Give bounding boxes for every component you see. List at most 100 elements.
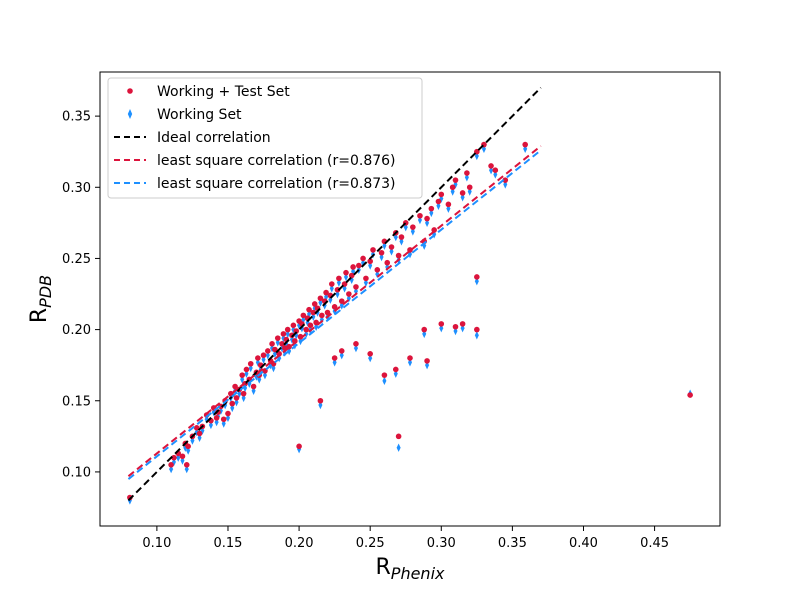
working-test-point [328, 281, 335, 287]
working-set-point [382, 376, 387, 386]
working-set-point [474, 331, 479, 340]
working-test-point [307, 322, 314, 329]
legend-label-ideal: Ideal correlation [157, 130, 271, 146]
legend-label-fit-blue: least square correlation (r=0.873) [157, 176, 396, 192]
working-set-point [382, 241, 387, 250]
working-test-point [179, 453, 186, 460]
working-test-point [687, 392, 693, 398]
working-set-point [399, 237, 404, 246]
x-tick-label: 0.25 [356, 536, 385, 551]
working-test-point [276, 350, 282, 357]
working-test-point [279, 341, 285, 347]
working-test-point [459, 190, 466, 196]
working-test-point [452, 177, 459, 183]
working-test-point [388, 244, 395, 250]
y-tick-label: 0.15 [62, 394, 91, 409]
working-test-point [464, 170, 470, 176]
working-test-point [353, 284, 359, 290]
working-test-point [274, 335, 281, 341]
legend-label-fit-red: least square correlation (r=0.876) [157, 153, 396, 169]
working-test-point [264, 348, 271, 354]
working-test-point [395, 252, 402, 259]
working-test-point [331, 304, 338, 310]
working-test-point [374, 267, 381, 273]
working-test-point [424, 215, 430, 222]
working-set-point [396, 443, 401, 452]
y-tick-label: 0.30 [62, 181, 91, 196]
working-test-point [185, 443, 191, 450]
working-test-point [466, 184, 473, 191]
working-test-point [250, 383, 257, 390]
working-test-point [331, 355, 338, 361]
working-test-point [317, 397, 324, 404]
working-test-point [272, 346, 278, 353]
legend-item-fit-red: least square correlation (r=0.876) [114, 153, 396, 169]
working-test-point [367, 350, 373, 357]
x-axis-label-sub: Phenix [391, 564, 445, 583]
working-test-point [384, 259, 391, 266]
least-square-line-red [127, 145, 542, 477]
working-test-point [356, 262, 362, 269]
working-test-point [438, 321, 445, 327]
x-tick-label: 0.10 [142, 536, 171, 551]
working-test-point [452, 323, 459, 330]
working-test-point [260, 352, 267, 359]
working-test-point [336, 275, 342, 282]
working-test-point [225, 410, 231, 417]
working-test-point [168, 462, 174, 468]
working-test-point [410, 224, 416, 230]
working-test-point [311, 301, 318, 307]
legend-marker-dot [127, 88, 133, 94]
legend-marker-diamond [127, 109, 133, 119]
working-test-point [370, 247, 376, 253]
working-test-point [378, 249, 385, 256]
legend-item-working-test: Working + Test Set [127, 84, 290, 100]
working-test-point [438, 191, 445, 198]
working-test-point [310, 309, 317, 316]
y-axis: 0.10 0.15 0.20 0.25 0.30 0.35 [62, 110, 100, 480]
y-tick-label: 0.35 [62, 110, 91, 125]
working-test-point [233, 395, 240, 401]
working-test-point [502, 177, 509, 183]
legend-item-fit-blue: least square correlation (r=0.873) [114, 176, 396, 192]
working-test-point [300, 312, 307, 319]
working-test-point [424, 358, 430, 364]
working-test-point [435, 198, 442, 205]
working-test-point [303, 326, 309, 333]
working-test-point [213, 415, 220, 421]
working-test-point [363, 275, 369, 282]
working-set-point [393, 232, 398, 242]
working-test-point [381, 372, 388, 378]
working-test-point [171, 454, 177, 461]
y-tick-label: 0.20 [62, 323, 91, 338]
working-set-point [523, 144, 528, 154]
legend-item-ideal: Ideal correlation [114, 130, 271, 146]
working-test-point [350, 264, 356, 270]
working-set-point [422, 241, 427, 250]
working-test-point [334, 286, 341, 293]
working-test-point [428, 205, 435, 212]
working-test-point [459, 321, 466, 327]
y-axis-label-sub: PDB [36, 275, 55, 308]
y-tick-label: 0.10 [62, 465, 91, 480]
working-test-point [343, 269, 349, 276]
working-test-point [445, 201, 452, 208]
working-test-point [247, 360, 254, 367]
legend: Working + Test Set Working Set Ideal cor… [107, 77, 423, 199]
working-test-point [338, 298, 345, 304]
y-axis-label: RPDB [27, 275, 55, 323]
working-test-point [229, 400, 236, 407]
x-axis-label: RPhenix [376, 555, 446, 583]
working-test-point [474, 326, 480, 333]
x-axis-label-main: R [376, 555, 391, 580]
working-test-point [319, 312, 325, 319]
working-test-point [338, 348, 345, 354]
working-test-point [346, 291, 352, 297]
x-tick-label: 0.15 [214, 536, 243, 551]
working-test-point [306, 306, 312, 313]
working-test-point [417, 212, 423, 219]
legend-label-working: Working Set [157, 107, 242, 123]
working-test-point [317, 295, 324, 302]
working-test-point [324, 309, 331, 316]
